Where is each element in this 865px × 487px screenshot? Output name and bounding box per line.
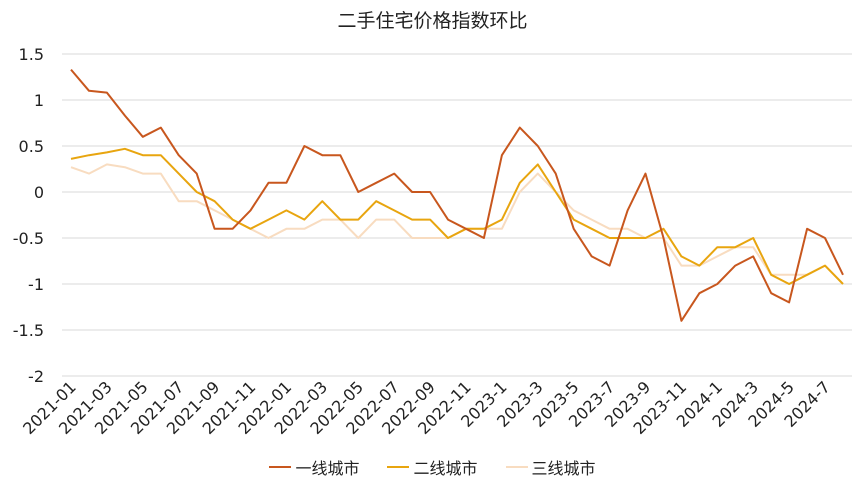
legend-item-series-3[interactable]: 三线城市 — [505, 455, 596, 479]
y-tick-label: 0 — [34, 183, 44, 202]
legend-swatch-series-2 — [387, 466, 410, 468]
y-tick-label: -1.5 — [13, 321, 44, 340]
y-axis-tick-labels: 1.5 1 0.5 0 -0.5 -1 -1.5 -2 — [13, 45, 44, 386]
series-line-1 — [70, 68, 844, 322]
legend-label-series-3: 三线城市 — [531, 459, 596, 478]
y-tick-label: 1 — [34, 91, 44, 110]
y-tick-label: 1.5 — [19, 45, 44, 64]
x-axis-tick-labels: 2021-012021-032021-052021-072021-092021-… — [19, 377, 834, 438]
y-tick-label: -1 — [28, 275, 44, 294]
legend-label-series-2: 二线城市 — [413, 459, 478, 478]
grid-lines — [62, 53, 852, 377]
y-tick-label: -0.5 — [13, 229, 44, 248]
series-line-2 — [70, 147, 844, 285]
chart-title: 二手住宅价格指数环比 — [337, 10, 528, 32]
legend-item-series-2[interactable]: 二线城市 — [387, 455, 478, 479]
y-tick-label: 0.5 — [19, 137, 44, 156]
legend: 一线城市 二线城市 三线城市 — [0, 455, 865, 479]
legend-swatch-series-3 — [505, 466, 528, 468]
legend-item-series-1[interactable]: 一线城市 — [269, 455, 359, 479]
legend-label-series-1: 一线城市 — [295, 459, 360, 478]
series-lines — [70, 68, 844, 322]
y-tick-label: -2 — [28, 367, 44, 386]
legend-swatch-series-1 — [269, 466, 292, 468]
